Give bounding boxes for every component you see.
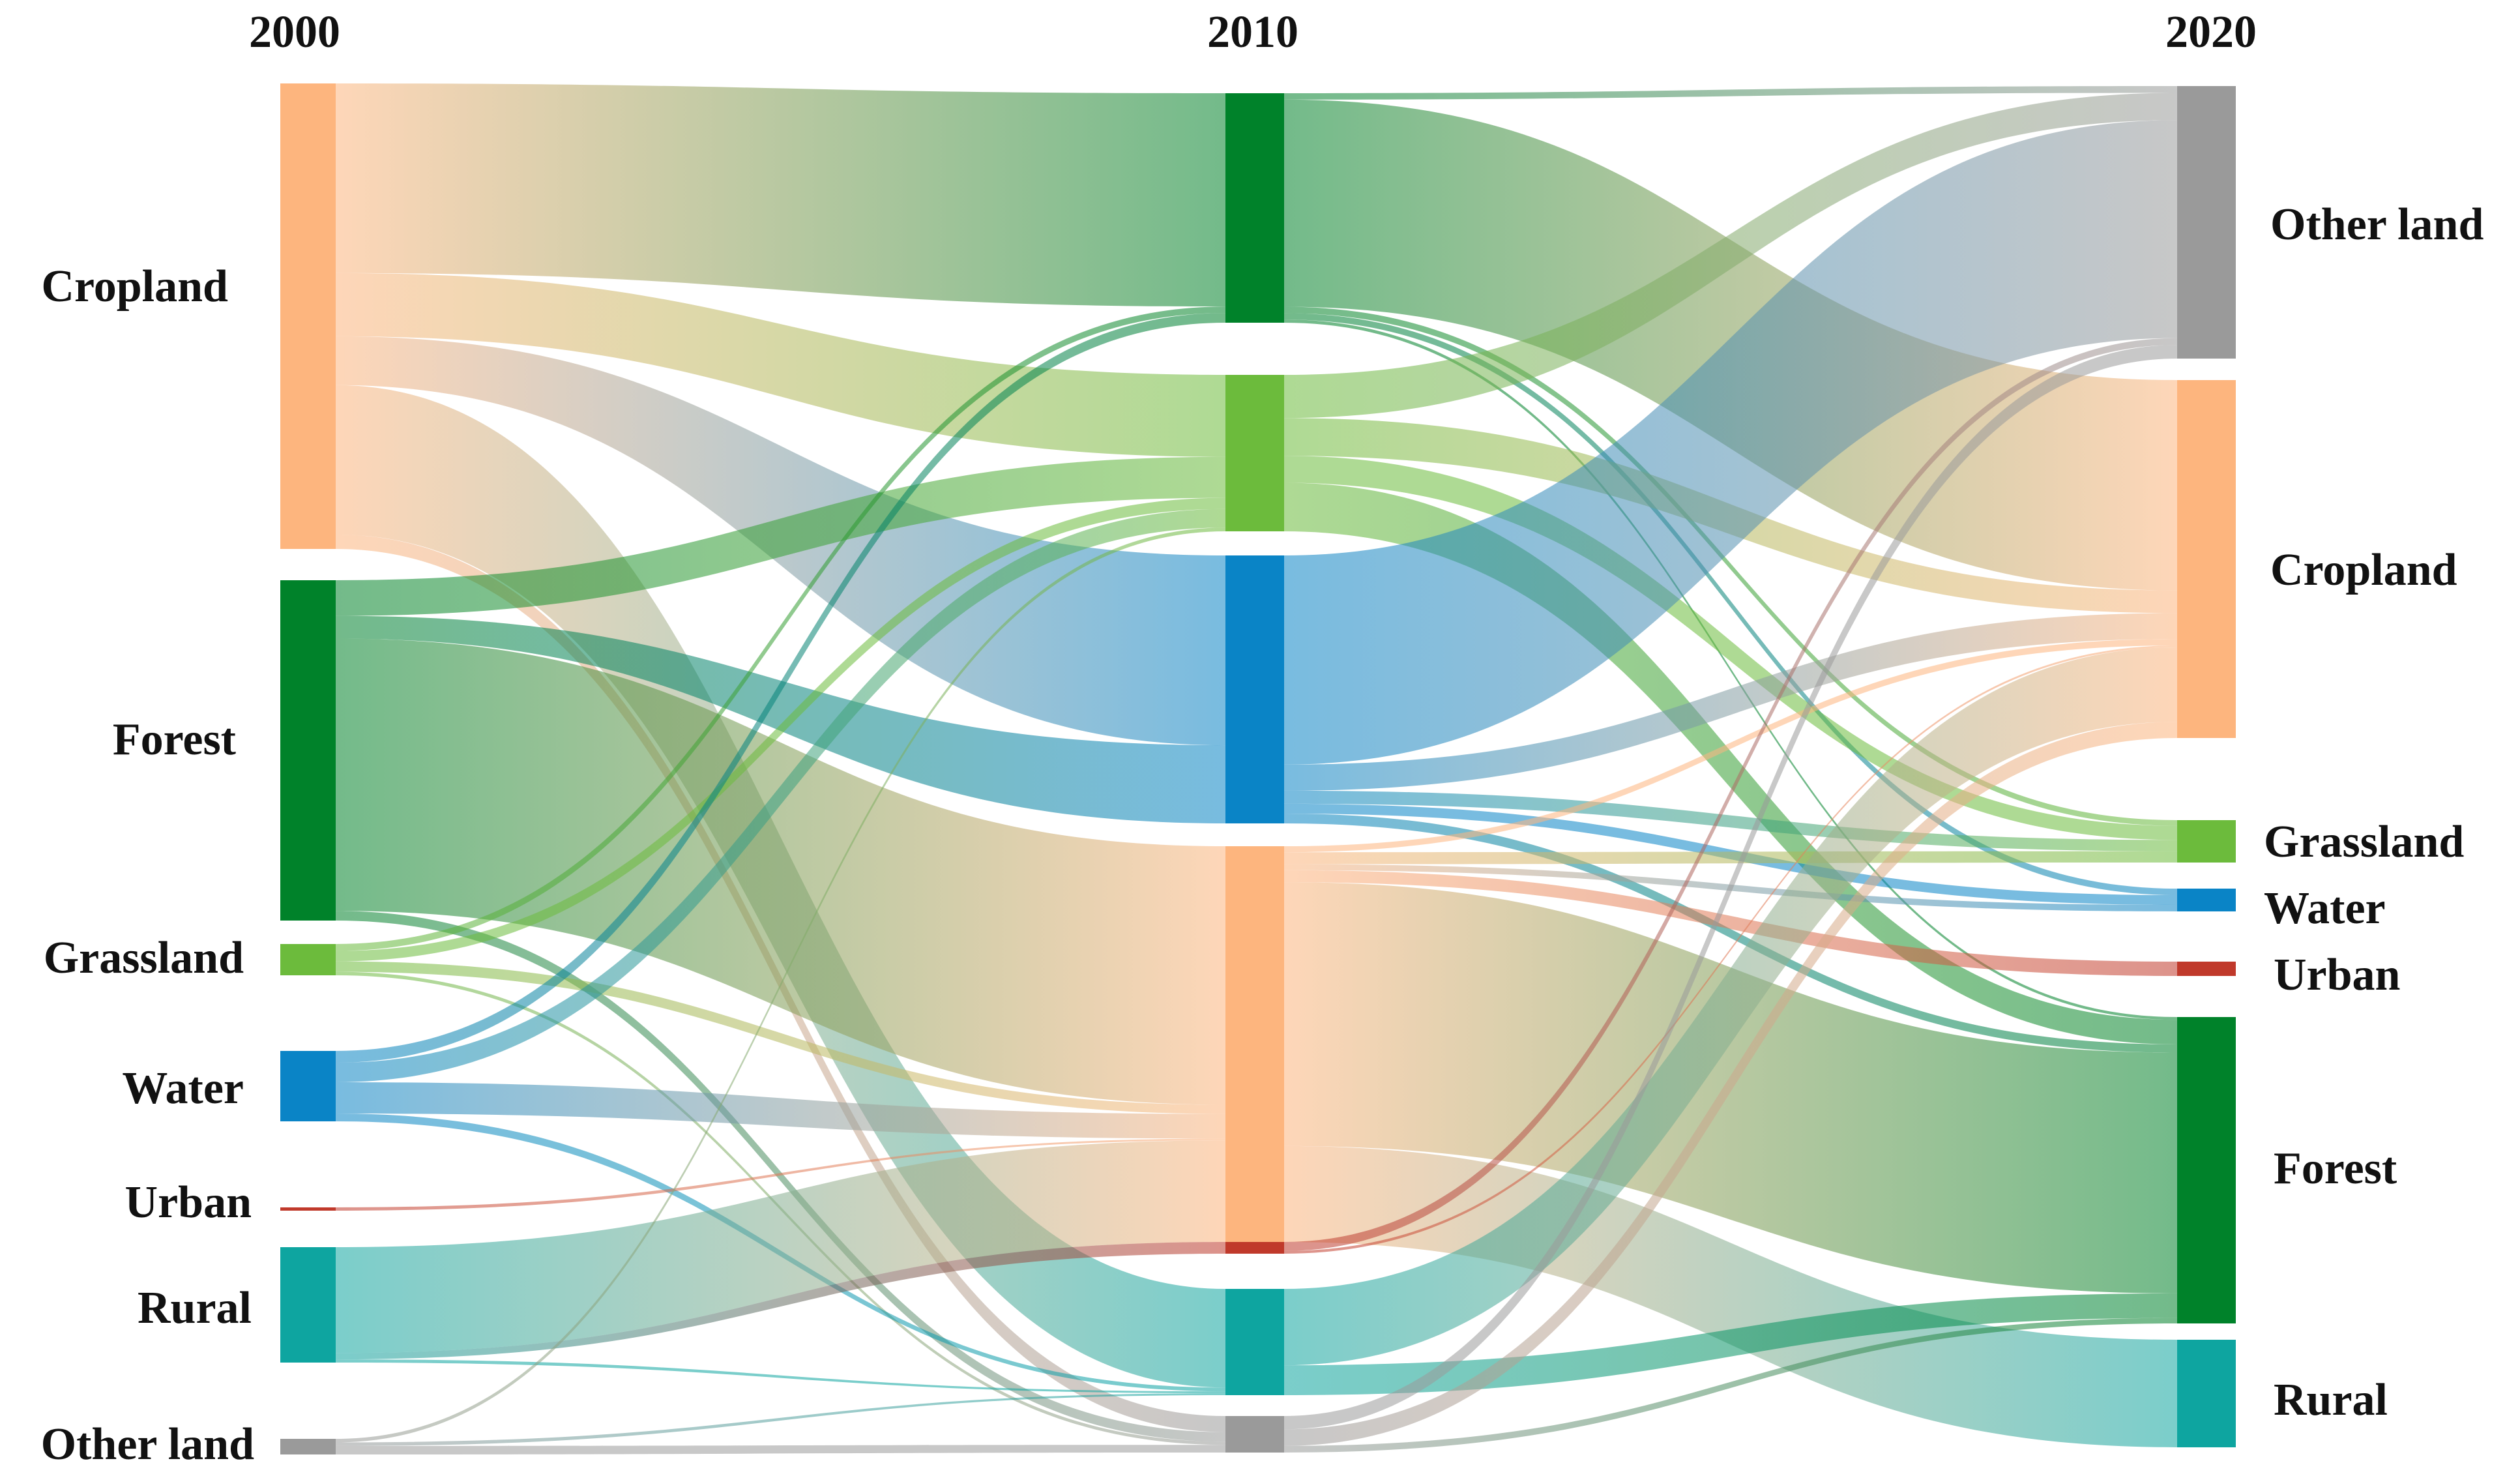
flow-2000-grassland-to-2010-grassland <box>336 497 1225 962</box>
node-2010-water <box>1225 555 1284 823</box>
flow-2010-forest-to-2020-other-land <box>1284 86 2177 100</box>
flow-2000-forest-to-2010-cropland <box>336 638 1225 1105</box>
flow-2010-other-land-to-2020-cropland <box>1284 722 2177 1446</box>
label-2000-urban: Urban <box>125 1177 252 1228</box>
flow-2010-forest-to-2020-grassland <box>1284 306 2177 826</box>
label-2020-rural: Rural <box>2274 1375 2388 1425</box>
flow-2010-urban-to-2020-other-land <box>1284 338 2177 1251</box>
flow-2000-rural-to-2010-urban <box>336 1242 1225 1360</box>
node-2000-other-land <box>280 1439 336 1454</box>
flow-2010-water-to-2020-grassland <box>1284 790 2177 851</box>
label-2000-rural: Rural <box>138 1283 252 1333</box>
flow-2010-urban-to-2020-cropland <box>1284 645 2177 1254</box>
flow-2010-cropland-to-2020-cropland <box>1284 639 2177 853</box>
flow-2000-cropland-to-2010-forest <box>336 83 1225 307</box>
flow-2010-forest-to-2020-forest <box>1284 319 2177 1020</box>
label-2020-forest: Forest <box>2274 1144 2397 1194</box>
label-2020-other-land: Other land <box>2270 199 2483 250</box>
flow-2000-other-land-to-2010-grassland <box>336 527 1225 1443</box>
label-2020-cropland: Cropland <box>2270 545 2457 595</box>
label-2000-forest: Forest <box>113 715 236 765</box>
label-2000-grassland: Grassland <box>44 933 244 983</box>
flow-links <box>336 83 2177 1454</box>
flow-2010-grassland-to-2020-grassland <box>1284 456 2177 840</box>
flow-2010-grassland-to-2020-forest <box>1284 482 2177 1044</box>
flow-2000-other-land-to-2010-other-land <box>336 1445 1225 1454</box>
flow-2010-other-land-to-2020-forest <box>1284 1318 2177 1453</box>
flow-2010-grassland-to-2020-other-land <box>1284 93 2177 419</box>
node-2010-urban <box>1225 1242 1284 1254</box>
year-label-2010: 2010 <box>1207 7 1298 57</box>
node-2020-rural <box>2177 1340 2236 1447</box>
node-2000-rural <box>280 1247 336 1363</box>
label-2000-water: Water <box>122 1063 244 1114</box>
flow-2000-forest-to-2010-water <box>336 615 1225 823</box>
label-2000-cropland: Cropland <box>41 261 228 312</box>
label-2000-other-land: Other land <box>41 1419 254 1469</box>
node-2020-cropland <box>2177 380 2236 738</box>
node-2010-rural <box>1225 1289 1284 1395</box>
flow-2010-water-to-2020-cropland <box>1284 613 2177 791</box>
flow-2010-water-to-2020-forest <box>1284 813 2177 1053</box>
flow-2010-cropland-to-2020-urban <box>1284 870 2177 976</box>
node-2020-grassland <box>2177 820 2236 863</box>
node-2010-grassland <box>1225 375 1284 531</box>
flow-2000-forest-to-2010-other-land <box>336 911 1225 1442</box>
node-2020-water <box>2177 889 2236 911</box>
node-2020-urban <box>2177 962 2236 976</box>
node-2010-forest <box>1225 93 1284 323</box>
node-2000-urban <box>280 1207 336 1211</box>
flow-2000-rural-to-2010-cropland <box>336 1140 1225 1353</box>
label-2020-urban: Urban <box>2274 950 2400 1000</box>
node-bars <box>280 83 2236 1454</box>
flow-2010-rural-to-2020-cropland <box>1284 647 2177 1366</box>
label-2020-grassland: Grassland <box>2264 817 2464 867</box>
node-2010-cropland <box>1225 846 1284 1242</box>
year-label-2000: 2000 <box>249 7 340 57</box>
flow-2000-grassland-to-2010-cropland <box>336 961 1225 1114</box>
flow-2000-water-to-2010-forest <box>336 313 1225 1063</box>
flow-2000-urban-to-2010-cropland <box>336 1138 1225 1211</box>
node-2000-cropland <box>280 83 336 549</box>
label-2020-water: Water <box>2264 883 2386 934</box>
node-2010-other-land <box>1225 1416 1284 1453</box>
node-2000-water <box>280 1051 336 1121</box>
flow-2000-water-to-2010-grassland <box>336 509 1225 1082</box>
flow-2000-cropland-to-2010-grassland <box>336 273 1225 457</box>
node-2000-grassland <box>280 944 336 975</box>
flow-2000-forest-to-2010-grassland <box>336 456 1225 616</box>
flow-2010-water-to-2020-other-land <box>1284 120 2177 765</box>
flow-2010-other-land-to-2020-other-land <box>1284 345 2177 1430</box>
flow-2000-grassland-to-2010-forest <box>336 306 1225 951</box>
flow-2000-rural-to-2010-rural <box>336 1359 1225 1394</box>
flow-2010-cropland-to-2020-grassland <box>1284 851 2177 864</box>
flow-2010-forest-to-2020-water <box>1284 313 2177 895</box>
node-2020-forest <box>2177 1017 2236 1323</box>
flow-2000-other-land-to-2010-rural <box>336 1393 1225 1446</box>
node-2020-other-land <box>2177 86 2236 359</box>
year-label-2020: 2020 <box>2165 7 2257 57</box>
flow-2000-water-to-2010-cropland <box>336 1082 1225 1139</box>
node-2000-forest <box>280 580 336 921</box>
